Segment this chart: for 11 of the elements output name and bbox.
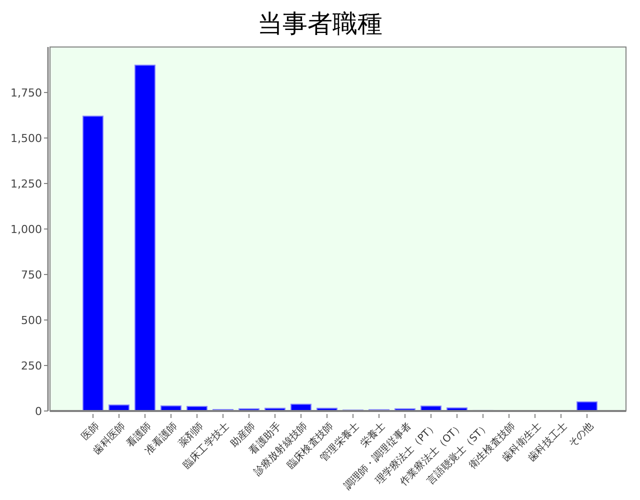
chart-title: 当事者職種 (258, 9, 382, 38)
y-tick-label: 750 (21, 268, 42, 282)
y-tick-label: 1,500 (10, 132, 42, 145)
y-tick-label: 1,250 (10, 177, 42, 190)
x-tick-label: その他 (566, 420, 596, 450)
y-tick-label: 1,750 (10, 86, 42, 100)
y-tick-label: 1,000 (10, 222, 42, 236)
x-tick-label: 医師 (78, 420, 102, 443)
y-tick-label: 0 (35, 404, 42, 418)
y-tick-label: 500 (21, 314, 42, 327)
y-tick-label: 250 (21, 359, 42, 372)
